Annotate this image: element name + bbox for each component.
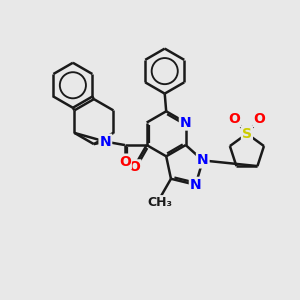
Text: N: N [197, 153, 208, 167]
Text: CH₃: CH₃ [147, 196, 172, 209]
Text: O: O [229, 112, 241, 126]
Text: N: N [190, 178, 201, 192]
Text: N: N [180, 116, 191, 130]
Text: O: O [119, 154, 131, 169]
Text: O: O [253, 112, 265, 126]
Text: N: N [100, 135, 111, 148]
Text: S: S [242, 127, 252, 141]
Text: O: O [129, 160, 140, 174]
